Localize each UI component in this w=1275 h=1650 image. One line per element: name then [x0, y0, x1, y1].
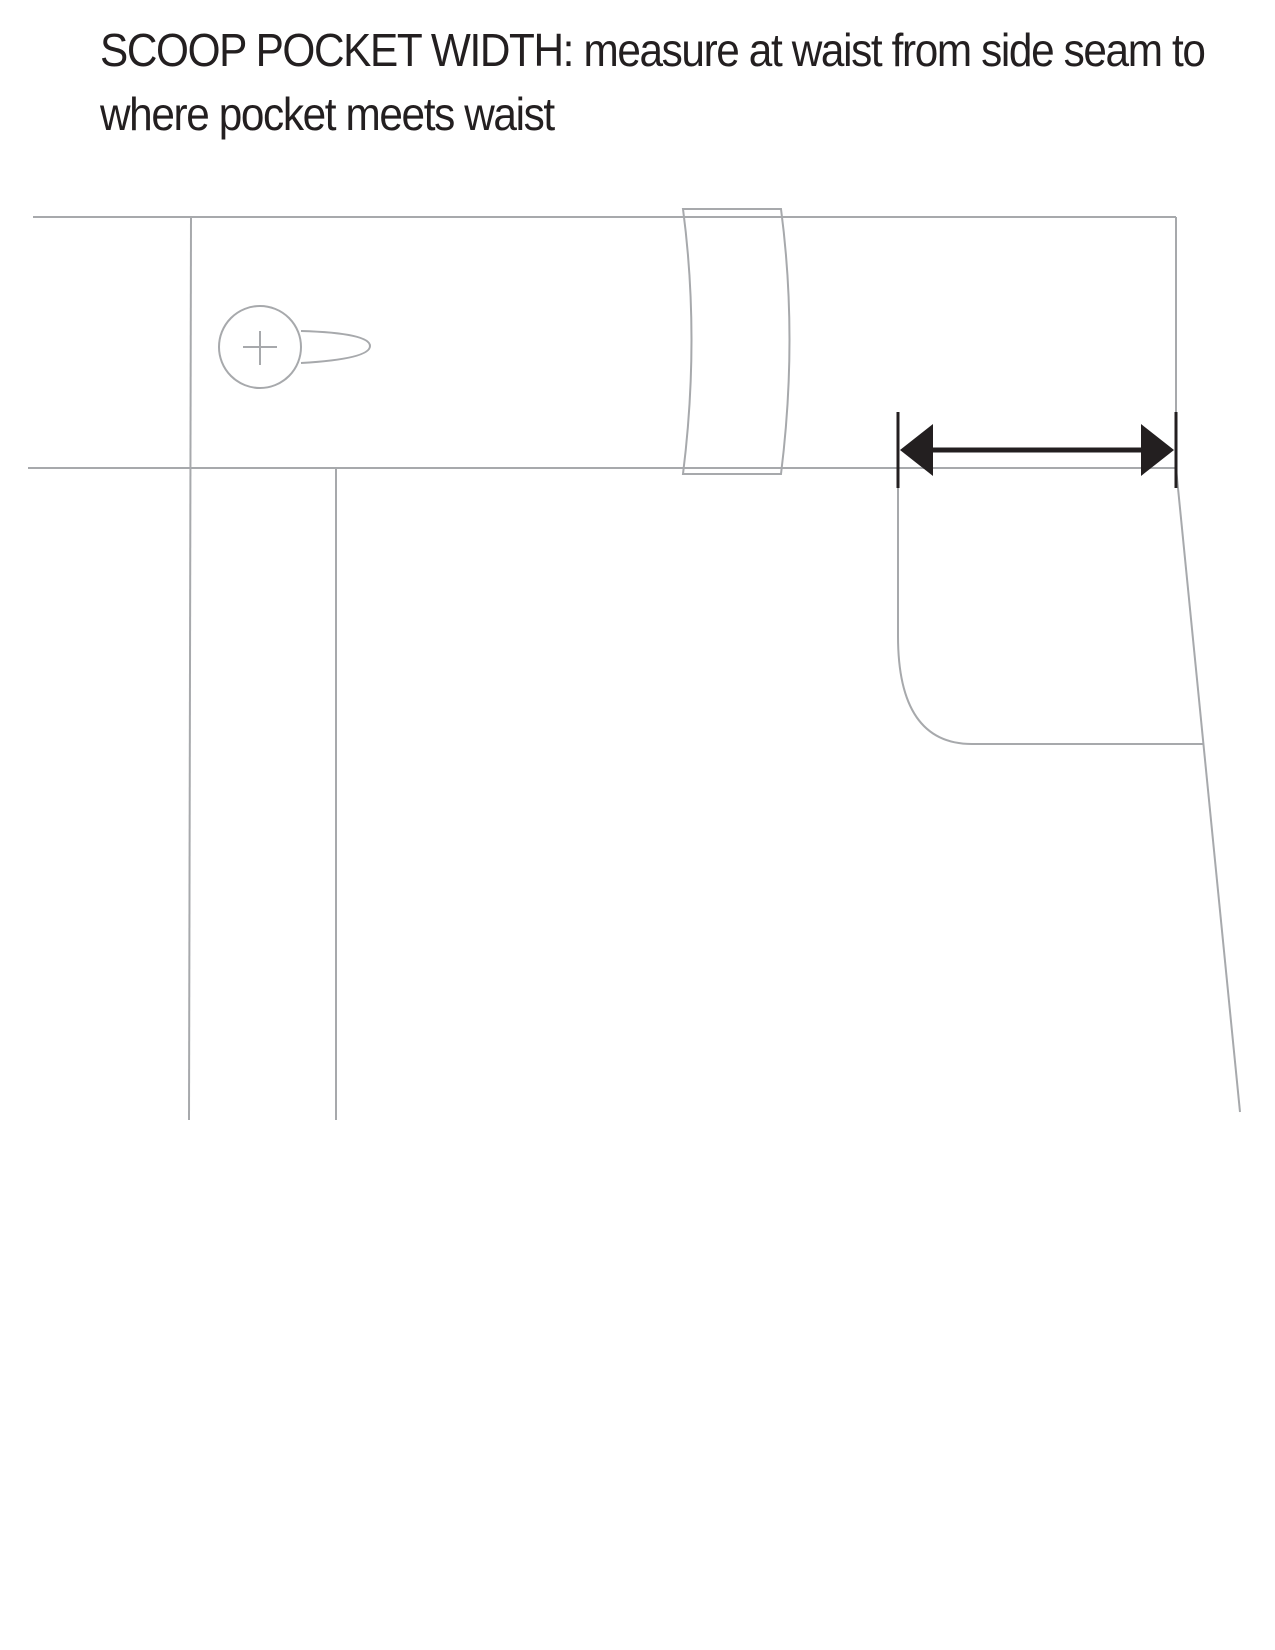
button-icon — [218, 305, 372, 389]
center-front-line — [188, 216, 192, 1121]
arrowhead-left — [900, 424, 933, 476]
measurement-caption: SCOOP POCKET WIDTH: measure at waist fro… — [100, 18, 1206, 146]
side-seam-line — [1175, 467, 1241, 1113]
scoop-pocket-opening — [897, 468, 1203, 745]
caption-line-1: SCOOP POCKET WIDTH: measure at waist fro… — [100, 24, 1206, 76]
belt-loop — [681, 208, 791, 475]
caption-line-2: where pocket meets waist — [100, 88, 555, 140]
garment-outline — [28, 208, 1241, 1121]
arrowhead-right — [1141, 424, 1174, 476]
pocket-width-measure-arrow — [896, 412, 1178, 488]
